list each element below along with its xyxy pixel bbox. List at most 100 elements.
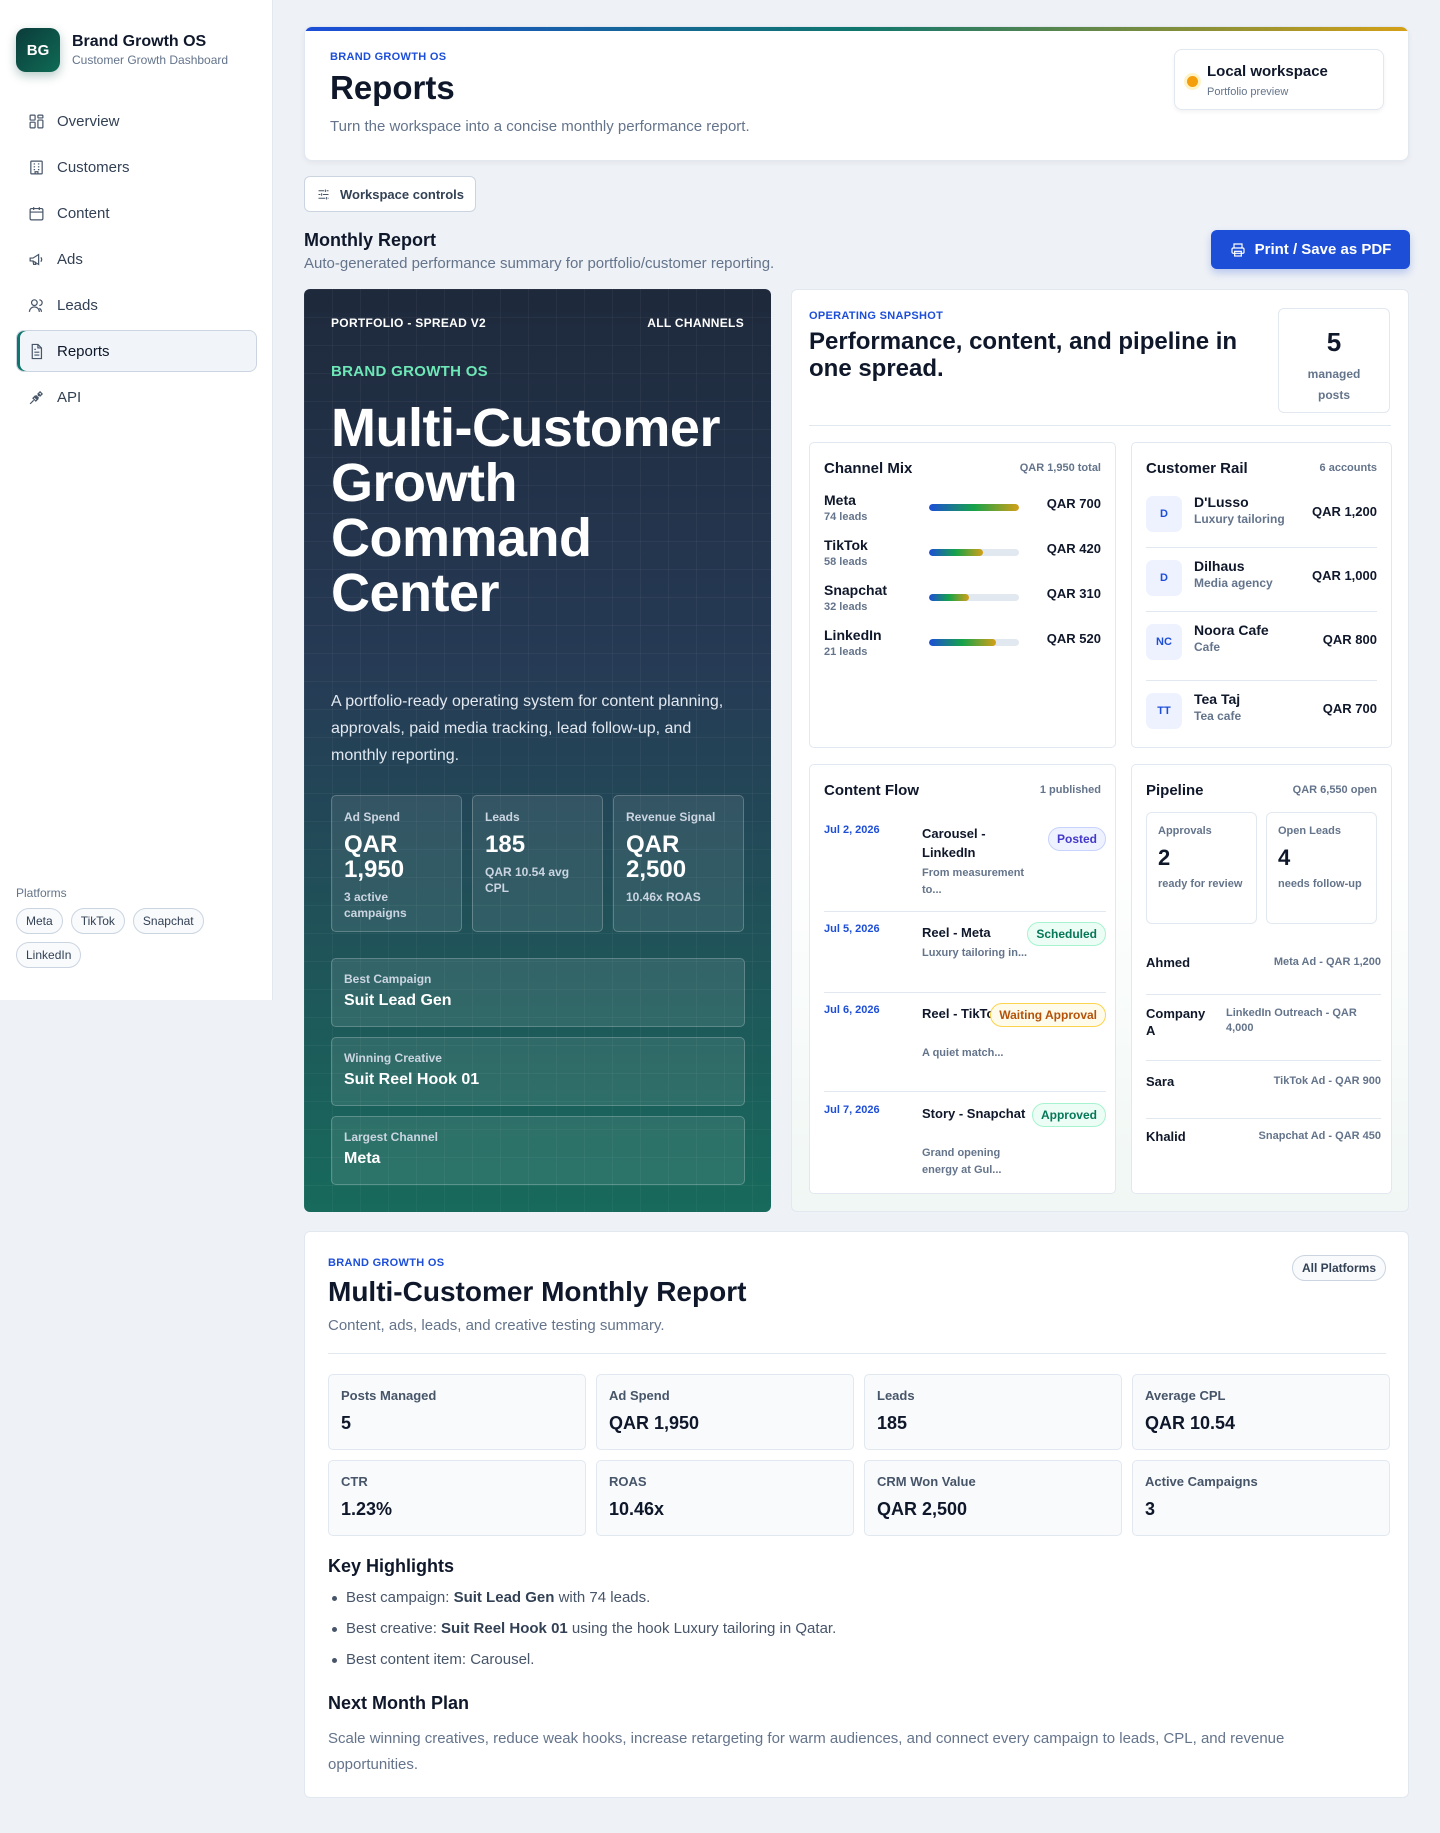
brand-title: Brand Growth OS [72, 33, 207, 50]
content-title: Reel - Meta [922, 925, 991, 940]
pipeline-lead-row[interactable]: Khalid Snapchat Ad - QAR 450 [1146, 1128, 1381, 1168]
report-eyebrow: BRAND GROWTH OS [328, 1257, 445, 1269]
sidebar-item-reports[interactable]: Reports [16, 330, 257, 372]
pipeline-panel: Pipeline QAR 6,550 open Approvals 2 read… [1131, 764, 1392, 1194]
sidebar-item-ads[interactable]: Ads [16, 238, 257, 280]
sidebar-item-label: Reports [57, 342, 110, 360]
section-title: Monthly Report [304, 230, 436, 250]
channel-value: QAR 700 [1046, 496, 1101, 511]
content-desc: Grand opening energy at Gul... [922, 1147, 1002, 1176]
customer-row[interactable]: NC Noora Cafe Cafe QAR 800 [1146, 612, 1377, 681]
stat-value: 185 [485, 831, 526, 858]
sidebar-item-label: Customers [57, 158, 130, 176]
metric-label: ROAS [609, 1474, 647, 1489]
panel-title: Customer Rail [1146, 460, 1248, 477]
panel-title: Channel Mix [824, 460, 913, 477]
sidebar-item-api[interactable]: API [16, 376, 257, 418]
platform-chip-linkedin[interactable]: LinkedIn [16, 942, 82, 968]
managed-posts-count: 5 managed posts [1278, 308, 1390, 413]
box-label: Largest Channel [344, 1130, 439, 1144]
sidebar-item-customers[interactable]: Customers [16, 146, 257, 188]
sidebar-item-content[interactable]: Content [16, 192, 257, 234]
stat-label: Leads [485, 810, 520, 824]
hero-panel: PORTFOLIO - SPREAD V2 ALL CHANNELS BRAND… [304, 289, 771, 1212]
box-value: Suit Lead Gen [344, 992, 452, 1009]
metric-label: Active Campaigns [1145, 1474, 1258, 1489]
metric-label: Average CPL [1145, 1388, 1226, 1403]
sliders-icon [318, 189, 329, 199]
metric-card: CTR 1.23% [328, 1460, 586, 1536]
workspace-subtitle: Portfolio preview [1207, 86, 1289, 98]
metric-card: CRM Won Value QAR 2,500 [864, 1460, 1122, 1536]
hero-stat-revenue: Revenue Signal QAR 2,500 10.46x ROAS [613, 795, 744, 932]
brand[interactable]: BG Brand Growth OS Customer Growth Dashb… [16, 28, 228, 72]
box-sub: ready for review [1158, 878, 1243, 890]
customer-row[interactable]: D D'Lusso Luxury tailoring QAR 1,200 [1146, 484, 1377, 548]
content-item[interactable]: Jul 6, 2026 Reel - TikTok A quiet match.… [824, 1003, 1106, 1092]
content-item[interactable]: Jul 7, 2026 Story - Snapchat Grand openi… [824, 1103, 1106, 1184]
metric-label: CTR [341, 1474, 368, 1489]
panel-meta: 6 accounts [1319, 462, 1377, 474]
sidebar-item-leads[interactable]: Leads [16, 284, 257, 326]
lead-name: Company A [1146, 1006, 1206, 1038]
content-item[interactable]: Jul 5, 2026 Reel - Meta Luxury tailoring… [824, 922, 1106, 993]
megaphone-icon [29, 252, 43, 266]
header-eyebrow: BRAND GROWTH OS [330, 51, 447, 63]
all-platforms-chip[interactable]: All Platforms [1291, 1255, 1386, 1281]
metric-card: Leads 185 [864, 1374, 1122, 1450]
next-month-plan-title: Next Month Plan [328, 1693, 470, 1713]
platform-chip-meta[interactable]: Meta [16, 908, 63, 934]
sidebar: BG Brand Growth OS Customer Growth Dashb… [0, 0, 273, 1000]
customer-row[interactable]: TT Tea Taj Tea cafe QAR 700 [1146, 681, 1377, 745]
snapshot-eyebrow: OPERATING SNAPSHOT [809, 310, 944, 322]
lead-name: Khalid [1146, 1129, 1186, 1144]
metric-value: QAR 1,950 [609, 1413, 700, 1433]
pipeline-lead-row[interactable]: Ahmed Meta Ad - QAR 1,200 [1146, 954, 1381, 995]
highlight-strong: Suit Reel Hook 01 [441, 1620, 568, 1637]
content-date: Jul 5, 2026 [824, 923, 880, 935]
hero-stat-ad-spend: Ad Spend QAR 1,950 3 active campaigns [331, 795, 462, 932]
approvals-box[interactable]: Approvals 2 ready for review [1146, 812, 1257, 924]
customer-row[interactable]: D Dilhaus Media agency QAR 1,000 [1146, 548, 1377, 612]
metric-value: 3 [1145, 1499, 1156, 1519]
platform-chip-snapchat[interactable]: Snapchat [132, 908, 204, 934]
workspace-title: Local workspace [1207, 63, 1328, 80]
content-desc: A quiet match... [922, 1047, 1004, 1059]
platform-chip-tiktok[interactable]: TikTok [70, 908, 125, 934]
print-save-pdf-button[interactable]: Print / Save as PDF [1211, 230, 1410, 269]
content-flow-panel: Content Flow 1 published Jul 2, 2026 Car… [809, 764, 1116, 1194]
sidebar-item-overview[interactable]: Overview [16, 100, 257, 142]
workspace-badge[interactable]: Local workspace Portfolio preview [1174, 49, 1384, 110]
channel-leads: 74 leads [824, 511, 868, 523]
customer-type: Media agency [1194, 576, 1273, 590]
file-text-icon [31, 343, 43, 359]
status-badge: Waiting Approval [990, 1003, 1106, 1027]
section-subtitle: Auto-generated performance summary for p… [304, 255, 775, 272]
status-badge: Approved [1031, 1103, 1106, 1127]
metric-card: Posts Managed 5 [328, 1374, 586, 1450]
channel-bar [929, 639, 1019, 646]
users-icon [28, 298, 43, 312]
metric-label: Leads [877, 1388, 915, 1403]
sidebar-item-label: Content [57, 204, 110, 222]
pipeline-lead-row[interactable]: Sara TikTok Ad - QAR 900 [1146, 1073, 1381, 1119]
status-badge: Posted [1047, 827, 1106, 851]
open-leads-box[interactable]: Open Leads 4 needs follow-up [1266, 812, 1377, 924]
channel-name: TikTok [824, 537, 868, 553]
sidebar-item-label: Leads [57, 296, 98, 314]
lead-deal: LinkedIn Outreach - QAR 4,000 [1226, 1007, 1357, 1034]
metric-value: 5 [341, 1413, 352, 1433]
customer-value: QAR 700 [1322, 701, 1377, 716]
stat-value: QAR 1,950 [344, 831, 405, 883]
pipeline-lead-row[interactable]: Company A LinkedIn Outreach - QAR 4,000 [1146, 1005, 1381, 1061]
content-item[interactable]: Jul 2, 2026 Carousel - LinkedIn From mea… [824, 824, 1106, 912]
customer-name: Noora Cafe [1194, 622, 1269, 638]
workspace-controls-button[interactable]: Workspace controls [304, 176, 477, 212]
box-label: Winning Creative [344, 1051, 442, 1065]
channel-value: QAR 310 [1046, 586, 1101, 601]
panel-title: Pipeline [1146, 782, 1204, 799]
hero-best-campaign: Best Campaign Suit Lead Gen [331, 958, 745, 1027]
platforms-label: Platforms [16, 886, 67, 900]
next-month-plan-desc: Scale winning creatives, reduce weak hoo… [328, 1730, 1285, 1773]
report-title: Multi-Customer Monthly Report [328, 1276, 747, 1307]
